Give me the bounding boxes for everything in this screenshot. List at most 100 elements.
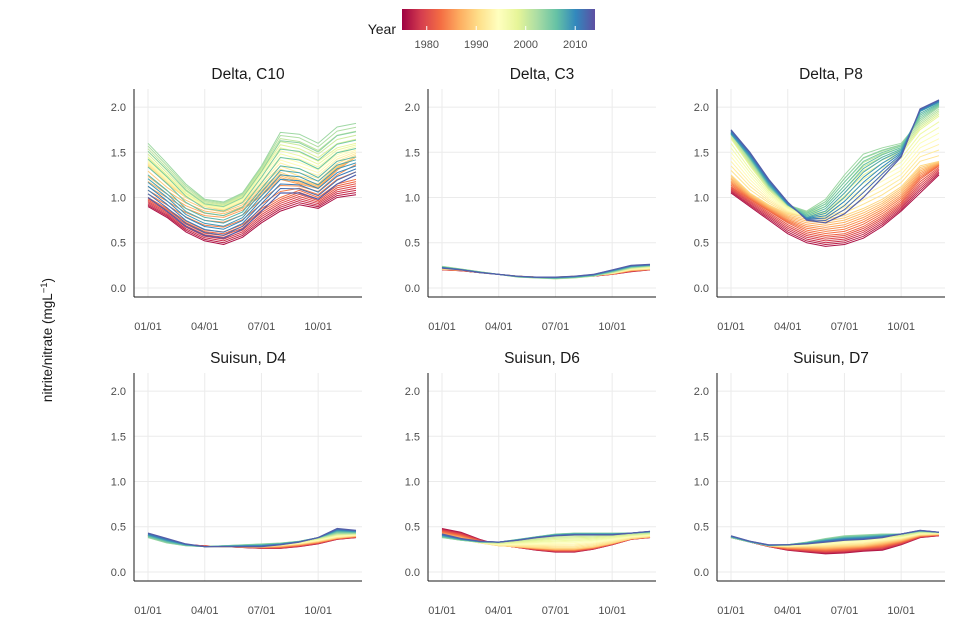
series-line: [730, 174, 940, 247]
x-tick-label: 07/01: [831, 605, 859, 617]
year-legend: Year 1980 1990 2000 2010: [368, 9, 595, 51]
series-line: [441, 530, 651, 543]
series-line: [730, 132, 940, 217]
series-line: [147, 162, 357, 227]
x-tick-label: 01/01: [717, 605, 745, 617]
y-tick-label: 1.0: [111, 193, 126, 205]
series-line: [730, 162, 940, 226]
series-line: [147, 156, 357, 217]
series-line: [730, 173, 940, 245]
y-axis-label-sup: −1: [39, 282, 50, 293]
panel-0: Delta, C10 0.0 0.5 1.0 1.5 2.0 01/01 04/01 07/01…: [111, 66, 362, 333]
series-line: [147, 156, 357, 221]
panel-title: Delta, P8: [799, 66, 863, 83]
series-line: [441, 263, 651, 278]
x-tick-label: 10/01: [598, 605, 626, 617]
y-tick-label: 0.0: [111, 283, 126, 295]
panel-2: Delta, P8 0.0 0.5 1.0 1.5 2.0 01/01 04/01 07/01 1…: [694, 66, 945, 333]
series-line: [147, 122, 357, 203]
x-tick-label: 04/01: [774, 321, 802, 333]
y-tick-label: 0.5: [405, 522, 420, 534]
series-line: [730, 138, 940, 217]
series-line: [147, 527, 357, 548]
panel-title: Suisun, D7: [793, 350, 869, 367]
series-line: [147, 171, 357, 236]
y-tick-label: 0.0: [694, 283, 709, 295]
x-tick-label: 10/01: [598, 321, 626, 333]
y-tick-label: 0.0: [694, 567, 709, 579]
y-tick-label: 0.5: [694, 238, 709, 250]
year-color-bar: [402, 9, 595, 30]
panel-title: Suisun, D6: [504, 350, 580, 367]
series-line: [147, 168, 357, 233]
y-tick-label: 2.0: [405, 102, 420, 114]
legend-tick-label: 1990: [464, 39, 488, 51]
series-line: [730, 161, 940, 222]
y-axis-label: nitrite/nitrate (mgL−1): [39, 278, 56, 402]
y-tick-label: 1.5: [111, 147, 126, 159]
series-line: [147, 148, 357, 217]
x-tick-label: 07/01: [542, 321, 570, 333]
y-tick-label: 1.5: [694, 431, 709, 443]
panel-1: Delta, C3 0.0 0.5 1.0 1.5 2.0 01/01 04/01 07/01 1…: [405, 66, 656, 333]
series-line: [147, 139, 357, 212]
x-tick-label: 04/01: [485, 321, 513, 333]
y-axis-label-main: nitrite/nitrate (mgL: [40, 293, 55, 402]
series-line: [147, 156, 357, 215]
series-line: [147, 194, 357, 245]
y-tick-label: 2.0: [694, 102, 709, 114]
y-tick-label: 0.5: [111, 522, 126, 534]
series-line: [730, 99, 940, 224]
x-tick-label: 01/01: [134, 605, 162, 617]
series-line: [147, 174, 357, 239]
series-line: [730, 160, 940, 220]
panel-5: Suisun, D7 0.0 0.5 1.0 1.5 2.0 01/01 04/01 07/01…: [694, 350, 945, 617]
y-tick-label: 2.0: [694, 386, 709, 398]
series-line: [147, 147, 357, 209]
panel-3: Suisun, D4 0.0 0.5 1.0 1.5 2.0 01/01 04/01 07/01…: [111, 350, 362, 617]
series-line: [730, 163, 940, 230]
x-tick-label: 04/01: [191, 321, 219, 333]
y-tick-label: 1.0: [405, 193, 420, 205]
legend-title: Year: [368, 21, 397, 37]
series-line: [730, 164, 940, 234]
y-tick-label: 1.5: [111, 431, 126, 443]
series-line: [730, 121, 940, 217]
x-tick-label: 01/01: [428, 605, 456, 617]
series-line: [730, 167, 940, 238]
x-tick-label: 10/01: [887, 321, 915, 333]
series-line: [730, 170, 940, 242]
y-tick-label: 1.5: [405, 431, 420, 443]
x-tick-label: 07/01: [831, 321, 859, 333]
series-line: [730, 165, 940, 236]
y-tick-label: 2.0: [111, 102, 126, 114]
x-tick-label: 04/01: [485, 605, 513, 617]
x-tick-label: 07/01: [542, 605, 570, 617]
x-tick-label: 10/01: [304, 321, 332, 333]
series-line: [730, 529, 940, 546]
y-tick-label: 0.0: [405, 567, 420, 579]
series-line: [730, 163, 940, 228]
series-line: [147, 165, 357, 230]
y-tick-label: 2.0: [111, 386, 126, 398]
x-tick-label: 01/01: [134, 321, 162, 333]
series-line: [730, 171, 940, 244]
series-line: [147, 159, 357, 224]
y-tick-label: 0.0: [111, 567, 126, 579]
series-line: [730, 149, 940, 218]
y-tick-label: 0.5: [405, 238, 420, 250]
y-tick-label: 0.0: [405, 283, 420, 295]
legend-tick-label: 2010: [563, 39, 587, 51]
y-tick-label: 0.5: [111, 238, 126, 250]
x-tick-label: 07/01: [248, 321, 276, 333]
x-tick-label: 10/01: [887, 605, 915, 617]
y-axis-label-close: ): [40, 278, 55, 283]
x-tick-label: 07/01: [248, 605, 276, 617]
panel-title: Delta, C3: [510, 66, 575, 83]
series-line: [147, 130, 357, 205]
series-line: [147, 192, 357, 244]
y-tick-label: 1.0: [405, 477, 420, 489]
series-line: [147, 126, 357, 204]
x-tick-label: 04/01: [774, 605, 802, 617]
